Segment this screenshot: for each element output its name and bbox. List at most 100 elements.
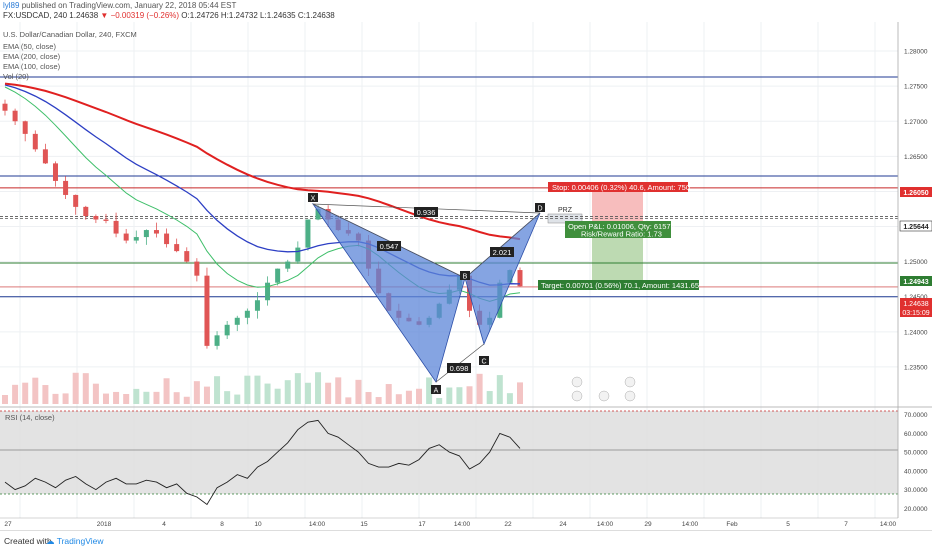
volume-bar [143, 391, 150, 404]
svg-text:Risk/Reward Ratio: 1.73: Risk/Reward Ratio: 1.73 [581, 230, 662, 239]
volume-bar [52, 393, 59, 404]
ema200-legend[interactable]: EMA (200, close) [3, 52, 61, 61]
volume-bar [284, 380, 291, 404]
time-tick-label: 24 [559, 521, 567, 528]
us-flag-icon[interactable] [571, 376, 583, 388]
volume-bar [12, 384, 19, 404]
price-tick-label: 1.28000 [904, 49, 928, 56]
volume-bar [294, 373, 301, 404]
stop-label: Stop: 0.00406 (0.32%) 40.6, Amount: 750 [548, 182, 690, 192]
symbol-label: FX:USDCAD, 240 [3, 11, 68, 20]
candle-body [194, 261, 200, 276]
volume-bar [82, 373, 89, 404]
volume-bar [264, 383, 271, 404]
candle-body [22, 121, 28, 134]
candle-body [517, 270, 523, 287]
rsi-tick-label: 60.0000 [904, 431, 928, 438]
stop-zone [592, 192, 643, 222]
svg-text:D: D [537, 206, 542, 213]
volume-bar [436, 397, 443, 404]
ca-flag-icon[interactable] [624, 390, 636, 402]
volume-bar [506, 393, 513, 404]
time-axis: 27 2018 4 8 10 14:00 15 17 14:00 22 24 14:00 29 14:00… [0, 517, 898, 528]
svg-text:1.24943: 1.24943 [903, 279, 928, 286]
candle-body [265, 282, 271, 301]
candle-body [295, 247, 301, 262]
us-flag-icon[interactable] [598, 390, 610, 402]
ca-flag-icon[interactable] [571, 390, 583, 402]
volume-bars [2, 372, 523, 404]
candle-body [83, 206, 89, 217]
rsi-tick-label: 30.0000 [904, 487, 928, 494]
svg-text:2.021: 2.021 [493, 248, 512, 257]
volume-bar [224, 391, 231, 404]
volume-bar [496, 375, 503, 404]
open-pl-label: Open P&L: 0.01006, Qty: 61576Risk/Reward… [565, 221, 675, 239]
brand-name: TradingView [56, 536, 104, 546]
ratio-ac: 0.698 [447, 363, 471, 373]
point-x: X [308, 193, 318, 203]
author-link[interactable]: lyl89 [3, 1, 20, 10]
candle-body [214, 335, 220, 346]
candle-body [12, 110, 18, 122]
svg-text:C: C [481, 359, 486, 366]
volume-bar [32, 377, 39, 404]
svg-text:Open P&L: 0.01006, Qty: 61576: Open P&L: 0.01006, Qty: 61576 [568, 222, 675, 231]
candle-body [133, 237, 139, 241]
instrument-legend: U.S. Dollar/Canadian Dollar, 240, FXCM [3, 30, 137, 39]
candle-body [113, 220, 119, 234]
time-tick-label: 5 [786, 521, 790, 528]
candle-body [254, 300, 260, 311]
candle-body [164, 233, 170, 245]
volume-bar [72, 372, 79, 404]
time-tick-label: 14:00 [597, 521, 614, 528]
candle-body [224, 324, 230, 336]
svg-text:0.936: 0.936 [417, 208, 436, 217]
chart-canvas[interactable]: X A B C D 0.936 0.547 2.021 0.698 PRZ St… [0, 0, 932, 530]
symbol-line: FX:USDCAD, 240 1.24638 ▼ −0.00319 (−0.26… [3, 11, 335, 20]
volume-bar [375, 397, 382, 404]
ema50-legend[interactable]: EMA (50, close) [3, 42, 56, 51]
svg-text:0.547: 0.547 [380, 242, 399, 251]
chart-header: lyl89 published on TradingView.com, Janu… [0, 0, 932, 22]
candle-body [275, 268, 281, 283]
vol-legend[interactable]: Vol (20) [3, 72, 29, 81]
prz-label: PRZ [558, 207, 573, 214]
candle-body [174, 244, 180, 252]
target-label: Target: 0.00701 (0.56%) 70.1, Amount: 14… [538, 280, 699, 290]
volume-bar [365, 392, 372, 404]
candle-body [73, 194, 79, 207]
svg-text:Stop: 0.00406 (0.32%) 40.6, Am: Stop: 0.00406 (0.32%) 40.6, Amount: 750 [552, 183, 690, 192]
candle-body [244, 310, 250, 318]
volume-bar [416, 388, 423, 404]
ca-flag-icon[interactable] [624, 376, 636, 388]
candle-body [285, 261, 291, 269]
created-with-text: Created with [4, 536, 52, 546]
last-price: 1.24638 [69, 11, 99, 20]
time-tick-label: 29 [644, 521, 652, 528]
volume-bar [274, 388, 281, 404]
price-change: ▼ −0.00319 (−0.26%) [100, 11, 180, 20]
candle-body [32, 133, 38, 150]
svg-text:X: X [311, 196, 316, 203]
candle-body [184, 251, 190, 262]
svg-text:1.24638: 1.24638 [903, 301, 928, 308]
candle-body [305, 219, 311, 248]
candle-body [63, 180, 69, 195]
volume-bar [133, 388, 140, 404]
rsi-tick-label: 20.0000 [904, 506, 928, 513]
svg-text:03:15:09: 03:15:09 [902, 310, 929, 317]
volume-bar [173, 392, 180, 404]
time-tick-label: 14:00 [880, 521, 897, 528]
volume-bar [92, 383, 99, 404]
ema100-legend[interactable]: EMA (100, close) [3, 62, 61, 71]
published-text: published on TradingView.com, January 22… [21, 1, 237, 10]
volume-bar [123, 394, 130, 404]
volume-bar [456, 387, 463, 404]
tradingview-logo-icon[interactable]: ☁ TradingView [46, 536, 104, 546]
target-price-tag: 1.24943 [900, 276, 932, 286]
candle-body [315, 208, 321, 220]
volume-bar [325, 382, 332, 404]
price-axis: 1.280001.275001.270001.265001.260001.255… [904, 49, 928, 372]
volume-bar [517, 382, 523, 404]
